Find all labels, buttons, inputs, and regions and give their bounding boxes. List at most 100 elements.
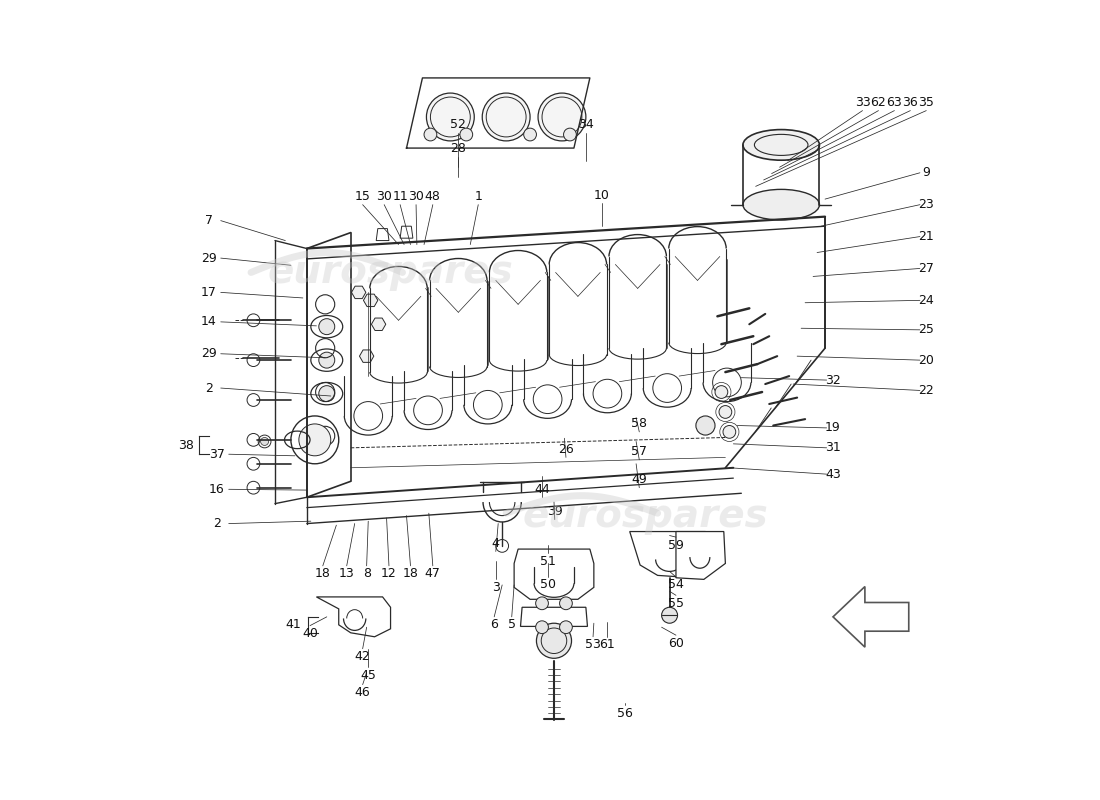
- Circle shape: [696, 416, 715, 435]
- Polygon shape: [833, 586, 909, 647]
- Text: 62: 62: [870, 96, 887, 109]
- Text: 55: 55: [668, 597, 684, 610]
- Text: 22: 22: [918, 384, 934, 397]
- Text: 25: 25: [918, 323, 934, 336]
- Text: 41: 41: [285, 618, 301, 631]
- Text: 56: 56: [617, 707, 632, 720]
- Polygon shape: [400, 226, 412, 238]
- Circle shape: [560, 621, 572, 634]
- Text: 63: 63: [887, 96, 902, 109]
- Text: eurospares: eurospares: [267, 254, 514, 291]
- Circle shape: [524, 128, 537, 141]
- Circle shape: [719, 406, 732, 418]
- Text: 10: 10: [594, 189, 609, 202]
- Text: 14: 14: [201, 315, 217, 328]
- Polygon shape: [363, 294, 377, 306]
- Text: 42: 42: [355, 650, 371, 663]
- Circle shape: [424, 128, 437, 141]
- Text: 27: 27: [918, 262, 934, 275]
- Circle shape: [538, 93, 586, 141]
- Circle shape: [482, 93, 530, 141]
- Circle shape: [715, 386, 728, 398]
- Text: 6: 6: [491, 618, 498, 631]
- Text: 19: 19: [825, 422, 840, 434]
- Text: 49: 49: [631, 474, 647, 486]
- Circle shape: [563, 128, 576, 141]
- Circle shape: [319, 352, 334, 368]
- Text: 57: 57: [631, 446, 647, 458]
- Text: 23: 23: [918, 198, 934, 211]
- Circle shape: [560, 597, 572, 610]
- Text: 36: 36: [902, 96, 918, 109]
- Polygon shape: [629, 531, 710, 578]
- Text: 53: 53: [585, 638, 601, 651]
- Text: 18: 18: [403, 567, 418, 580]
- Text: 20: 20: [918, 354, 934, 366]
- Text: 34: 34: [578, 118, 594, 131]
- Text: 26: 26: [558, 443, 574, 456]
- Text: eurospares: eurospares: [522, 497, 769, 534]
- Circle shape: [661, 607, 678, 623]
- Text: 16: 16: [209, 482, 224, 496]
- Polygon shape: [376, 229, 389, 241]
- Text: 47: 47: [425, 567, 441, 580]
- Text: 43: 43: [825, 468, 840, 481]
- Polygon shape: [317, 597, 390, 637]
- Text: 38: 38: [178, 439, 194, 452]
- Circle shape: [319, 386, 334, 402]
- Text: 39: 39: [547, 505, 563, 518]
- Text: 29: 29: [201, 347, 217, 360]
- Text: 18: 18: [315, 567, 331, 580]
- Polygon shape: [372, 318, 386, 330]
- Text: 35: 35: [918, 96, 934, 109]
- Text: 40: 40: [302, 627, 318, 640]
- Circle shape: [319, 318, 334, 334]
- Text: 37: 37: [209, 448, 224, 461]
- Text: 11: 11: [393, 190, 408, 203]
- Circle shape: [427, 93, 474, 141]
- Text: 2: 2: [205, 382, 212, 394]
- Text: 54: 54: [668, 578, 684, 591]
- Text: 24: 24: [918, 294, 934, 307]
- Text: 46: 46: [355, 686, 371, 699]
- Circle shape: [723, 426, 736, 438]
- Polygon shape: [360, 350, 374, 362]
- Text: 33: 33: [855, 96, 870, 109]
- Text: 61: 61: [600, 638, 615, 651]
- Text: 59: 59: [668, 538, 684, 551]
- Text: 30: 30: [408, 190, 424, 203]
- Text: 13: 13: [339, 567, 354, 580]
- Text: 17: 17: [201, 286, 217, 299]
- Text: 12: 12: [381, 567, 397, 580]
- Text: 5: 5: [508, 618, 516, 631]
- Polygon shape: [676, 531, 725, 579]
- Text: 31: 31: [825, 442, 840, 454]
- Circle shape: [460, 128, 473, 141]
- Text: 60: 60: [668, 637, 684, 650]
- Text: 44: 44: [535, 482, 550, 496]
- Polygon shape: [352, 286, 366, 298]
- Text: 3: 3: [492, 581, 499, 594]
- Text: 51: 51: [540, 554, 557, 567]
- Text: 21: 21: [918, 230, 934, 243]
- Text: 9: 9: [923, 166, 931, 179]
- Text: 45: 45: [361, 669, 376, 682]
- Text: 28: 28: [450, 142, 466, 155]
- Text: 1: 1: [474, 190, 482, 203]
- Text: 4: 4: [492, 537, 499, 550]
- Text: 58: 58: [631, 418, 647, 430]
- Circle shape: [536, 597, 549, 610]
- Text: 29: 29: [201, 251, 217, 265]
- Text: 50: 50: [540, 578, 557, 591]
- Text: 30: 30: [376, 190, 392, 203]
- Polygon shape: [514, 549, 594, 599]
- Text: 52: 52: [450, 118, 466, 131]
- Text: 2: 2: [212, 517, 221, 530]
- Circle shape: [299, 424, 331, 456]
- Text: 7: 7: [205, 214, 212, 227]
- Circle shape: [261, 438, 268, 446]
- Circle shape: [536, 621, 549, 634]
- Ellipse shape: [742, 190, 820, 220]
- Text: 8: 8: [363, 567, 371, 580]
- Text: 15: 15: [354, 190, 371, 203]
